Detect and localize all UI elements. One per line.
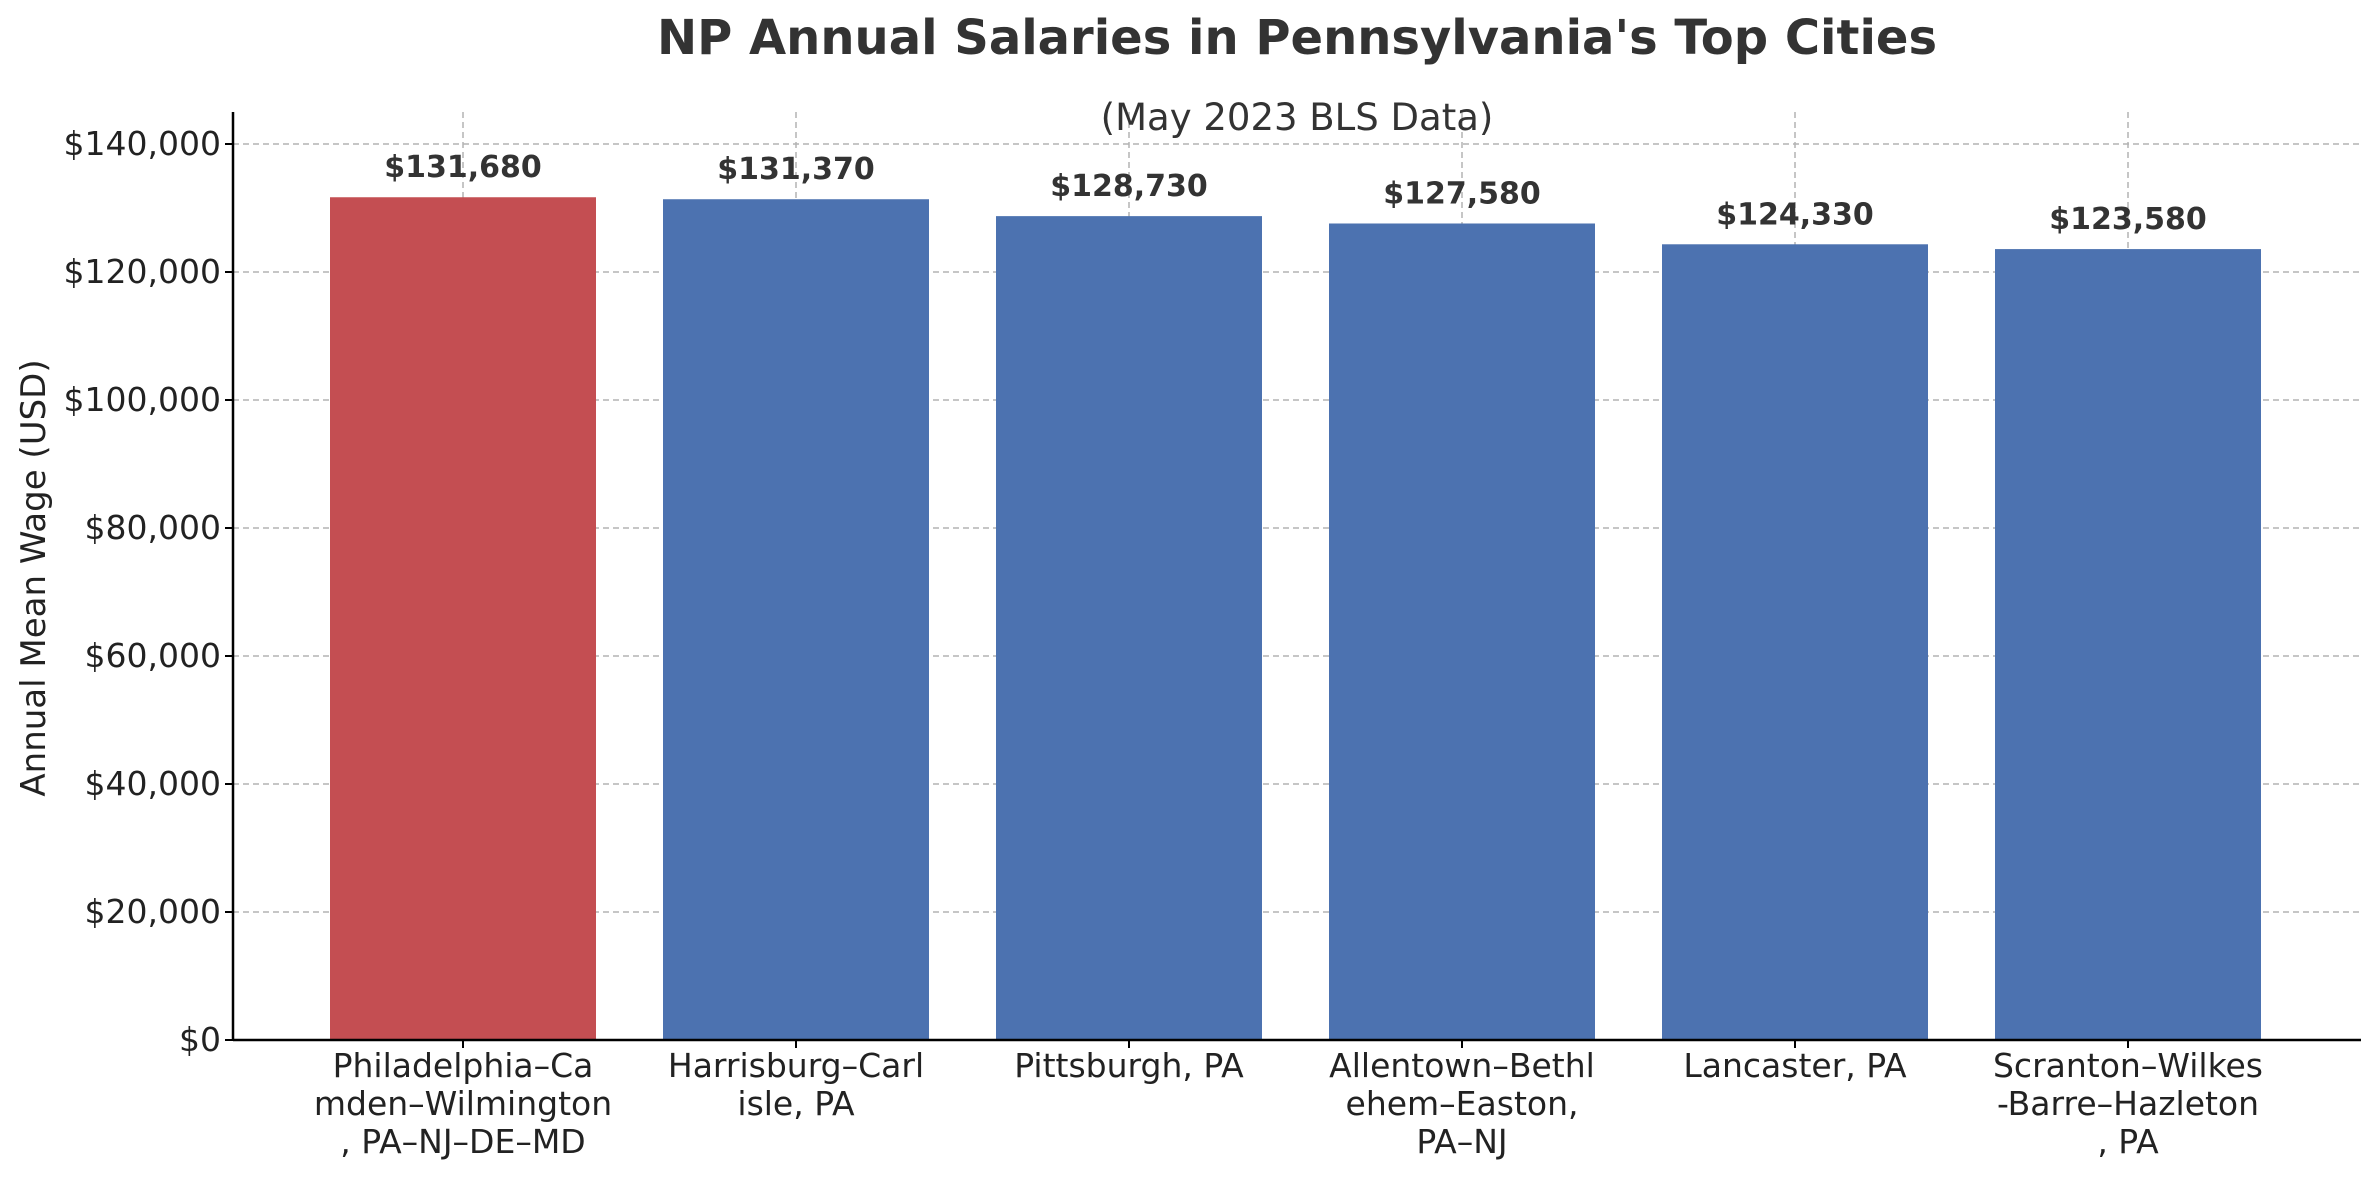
y-tick-label: $20,000 <box>85 892 221 931</box>
chart-subtitle: (May 2023 BLS Data) <box>1101 96 1494 139</box>
x-tick-label-line: ehem–Easton, <box>1346 1084 1579 1123</box>
bar <box>663 199 929 1040</box>
x-tick-label-line: -Barre–Hazleton <box>1997 1084 2259 1123</box>
bar <box>1995 249 2261 1040</box>
data-label: $127,580 <box>1383 176 1541 211</box>
x-tick-label-line: isle, PA <box>737 1084 855 1123</box>
x-axis-ticks: Philadelphia–Ca mden–Wilmington, PA–NJ–DE… <box>314 1040 2263 1161</box>
y-tick-label: $120,000 <box>64 252 221 291</box>
x-tick-label-line: Harrisburg–Carl <box>668 1046 924 1085</box>
x-tick-label-line: Pittsburgh, PA <box>1014 1046 1244 1085</box>
x-tick-label-line: Scranton–Wilkes <box>1993 1046 2263 1085</box>
bar <box>1329 223 1595 1040</box>
data-label: $123,580 <box>2049 202 2207 237</box>
data-labels: $131,680 $131,370 $128,730 $127,580 $124,330… <box>384 150 2207 237</box>
x-tick-label: Pittsburgh, PA <box>1014 1046 1244 1085</box>
x-tick-label-line: Lancaster, PA <box>1683 1046 1907 1085</box>
data-label: $128,730 <box>1050 169 1208 204</box>
y-tick-label: $80,000 <box>85 508 221 547</box>
y-tick-label: $140,000 <box>64 124 221 163</box>
y-axis-ticks: $0 $20,000 $40,000 $60,000 $80,000 $100,000 $1… <box>64 124 233 1059</box>
bars <box>330 197 2261 1041</box>
data-label: $131,370 <box>717 152 875 187</box>
x-tick-label: Philadelphia–Ca mden–Wilmington, PA–NJ–DE… <box>314 1046 612 1161</box>
x-tick-label-line: PA–NJ <box>1416 1122 1507 1161</box>
x-tick-label: Harrisburg–Carl isle, PA <box>668 1046 924 1123</box>
x-tick-label-line: mden–Wilmington <box>314 1084 612 1123</box>
bar <box>996 216 1262 1041</box>
y-tick-label: $100,000 <box>64 380 221 419</box>
x-tick-label: Scranton–Wilkes -Barre–Hazleton, PA <box>1993 1046 2263 1161</box>
y-axis-label: Annual Mean Wage (USD) <box>14 359 54 796</box>
data-label: $124,330 <box>1716 197 1874 232</box>
bar <box>330 197 596 1041</box>
x-tick-label-line: Allentown–Bethl <box>1329 1046 1595 1085</box>
x-tick-label-line: , PA <box>2097 1122 2159 1161</box>
chart-title: NP Annual Salaries in Pennsylvania's Top… <box>657 10 1937 66</box>
y-tick-label: $0 <box>179 1020 221 1059</box>
x-tick-label-line: , PA–NJ–DE–MD <box>340 1122 585 1161</box>
y-tick-label: $40,000 <box>85 764 221 803</box>
x-tick-label: Lancaster, PA <box>1683 1046 1907 1085</box>
data-label: $131,680 <box>384 150 542 185</box>
y-tick-label: $60,000 <box>85 636 221 675</box>
bar <box>1662 244 1928 1041</box>
x-tick-label: Allentown–Bethl ehem–Easton, PA–NJ <box>1329 1046 1595 1161</box>
x-tick-label-line: Philadelphia–Ca <box>333 1046 594 1085</box>
